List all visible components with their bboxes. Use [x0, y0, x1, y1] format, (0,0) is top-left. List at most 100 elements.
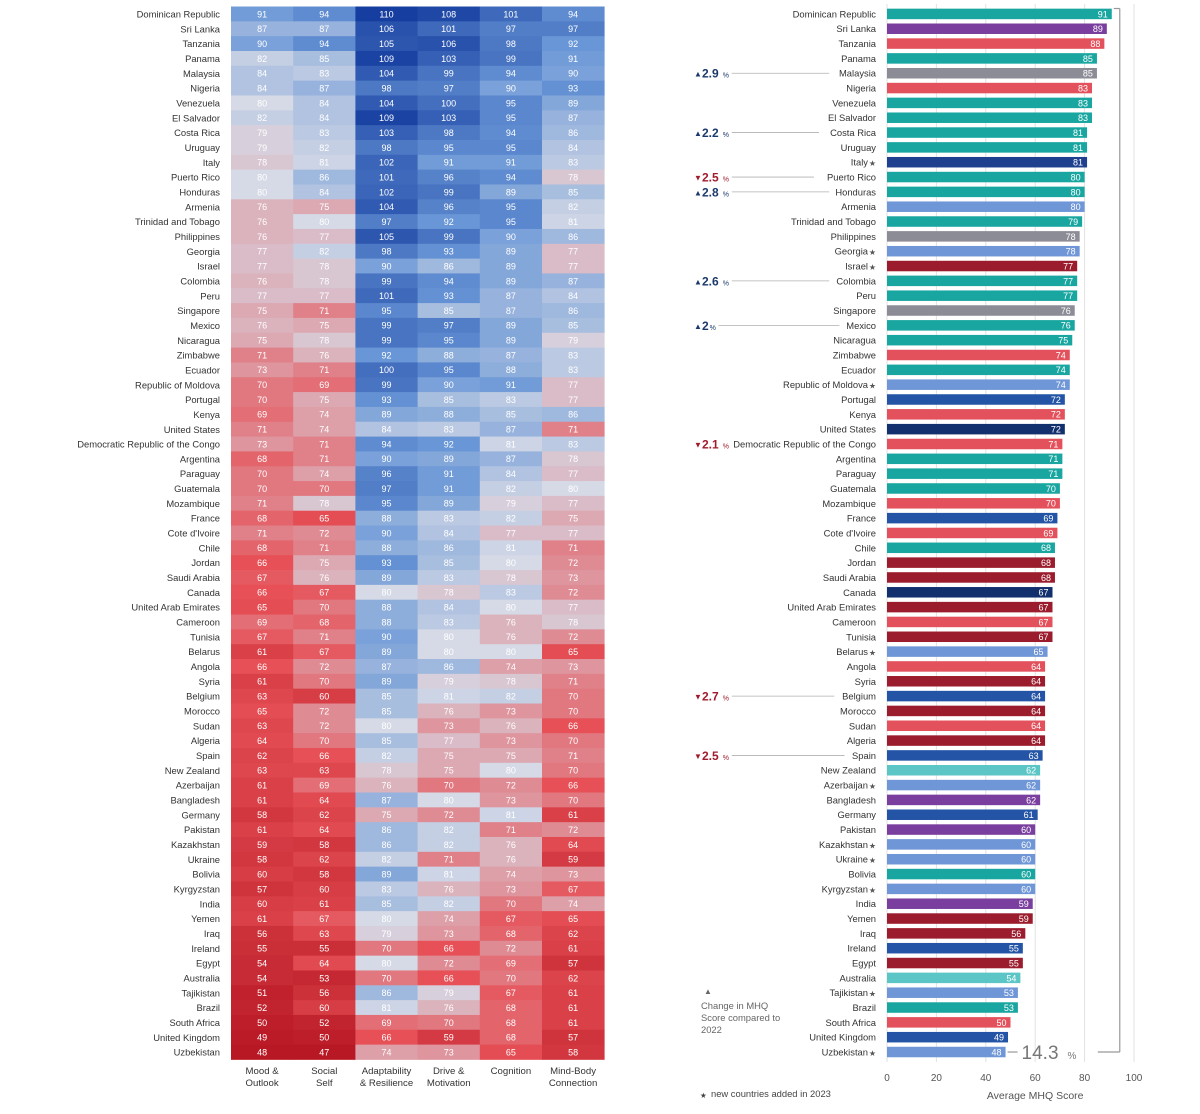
heatmap-cell-value: 66 — [444, 944, 454, 954]
heatmap-cell — [355, 288, 418, 304]
heatmap-cell-value: 89 — [506, 321, 516, 331]
bar — [887, 957, 1023, 969]
heatmap-cell-value: 88 — [381, 617, 391, 627]
heatmap-cell — [293, 673, 356, 690]
heatmap-cell-value: 71 — [257, 528, 267, 538]
heatmap-cell-value: 73 — [506, 706, 516, 716]
bar-value-label: 91 — [1098, 9, 1108, 19]
heatmap-cell-value: 101 — [379, 172, 394, 182]
bar — [887, 616, 1053, 628]
heatmap-cell — [479, 1029, 543, 1045]
heatmap-cell-value: 104 — [379, 98, 394, 108]
heatmap-cell — [417, 822, 481, 838]
heatmap-cell — [293, 199, 356, 215]
heatmap-cell — [417, 377, 481, 393]
heatmap-cell-value: 68 — [257, 454, 267, 464]
heatmap-cell-value: 73 — [568, 573, 578, 583]
heatmap-cell — [479, 510, 543, 526]
heatmap-row-label: El Salvador — [172, 112, 220, 123]
heatmap-cell — [355, 570, 418, 586]
heatmap-cell — [479, 866, 543, 882]
bar-category-label: Ireland — [847, 943, 876, 954]
heatmap-cell — [417, 673, 481, 690]
new-country-star: ★ — [869, 782, 876, 791]
heatmap-cell — [479, 703, 543, 719]
bar-category-label: Argentina — [836, 453, 877, 464]
heatmap-cell — [417, 436, 481, 452]
heatmap-cell — [479, 273, 543, 289]
bar — [887, 38, 1105, 49]
heatmap-cell — [293, 970, 356, 986]
change-value: 2.5 — [702, 749, 719, 763]
bar-value-label: 81 — [1073, 128, 1083, 138]
bar-value-label: 63 — [1029, 751, 1039, 761]
heatmap-cell — [542, 911, 605, 927]
bar-value-label: 68 — [1041, 573, 1051, 583]
bar-value-label: 60 — [1021, 825, 1031, 835]
heatmap-cell-value: 94 — [319, 39, 329, 49]
heatmap-cell-value: 102 — [379, 187, 394, 197]
heatmap-column-label: Drive & Motivation — [427, 1066, 471, 1089]
up-arrow-icon: ▲ — [694, 129, 702, 138]
heatmap-cell-value: 74 — [506, 662, 516, 672]
heatmap-cell-value: 82 — [568, 202, 578, 212]
heatmap-cell — [355, 792, 418, 808]
heatmap-cell-value: 77 — [568, 261, 578, 271]
heatmap-cell — [293, 629, 356, 645]
heatmap-cell — [231, 21, 294, 37]
heatmap-cell — [542, 169, 605, 185]
heatmap-cell-value: 58 — [319, 840, 329, 850]
heatmap-cell-value: 70 — [257, 380, 267, 390]
heatmap-cell — [293, 570, 356, 586]
heatmap-cell-value: 52 — [319, 1018, 329, 1028]
bar-value-label: 64 — [1031, 691, 1041, 701]
heatmap-cell — [479, 985, 543, 1001]
heatmap-cell — [542, 65, 605, 82]
heatmap-cell-value: 73 — [568, 869, 578, 879]
heatmap-cell-value: 83 — [319, 69, 329, 79]
heatmap-row-label: Brazil — [197, 1002, 220, 1013]
heatmap-cell — [231, 718, 294, 734]
heatmap-cell-value: 90 — [381, 632, 391, 642]
heatmap-cell — [231, 80, 294, 96]
heatmap-cell — [417, 911, 481, 927]
heatmap-cell — [479, 555, 543, 571]
heatmap-cell — [293, 777, 356, 793]
heatmap-cell — [417, 110, 481, 126]
heatmap-cell-value: 89 — [568, 98, 578, 108]
heatmap-row-label: Sri Lanka — [180, 23, 220, 34]
heatmap-cell-value: 73 — [444, 721, 454, 731]
heatmap-cell — [293, 80, 356, 96]
heatmap-cell — [542, 851, 605, 868]
heatmap-cell — [542, 540, 605, 556]
heatmap-cell-value: 60 — [257, 869, 267, 879]
heatmap-cell — [479, 925, 543, 942]
heatmap-cell — [417, 392, 481, 408]
heatmap-cell-value: 97 — [381, 217, 391, 227]
heatmap-cell-value: 63 — [257, 721, 267, 731]
bar — [887, 527, 1058, 539]
heatmap-cell-value: 98 — [381, 143, 391, 153]
heatmap-cell-value: 85 — [444, 558, 454, 568]
new-country-star: ★ — [869, 263, 876, 272]
bar-value-label: 77 — [1063, 276, 1073, 286]
heatmap-cell — [231, 50, 294, 67]
heatmap-row-label: Egypt — [196, 958, 220, 969]
bar-value-label: 50 — [996, 1018, 1006, 1028]
heatmap-cell — [231, 125, 294, 141]
heatmap-cell-value: 95 — [381, 306, 391, 316]
heatmap-cell-value: 85 — [381, 691, 391, 701]
heatmap-row-label: United Arab Emirates — [131, 602, 220, 613]
bar-value-label: 53 — [1004, 988, 1014, 998]
heatmap-cell — [231, 970, 294, 986]
heatmap-cell — [542, 614, 605, 630]
heatmap-cell-value: 76 — [444, 1003, 454, 1013]
heatmap-cell — [542, 332, 605, 348]
heatmap-cell-value: 101 — [441, 24, 456, 34]
heatmap-cell-value: 99 — [381, 321, 391, 331]
heatmap-cell — [417, 792, 481, 808]
heatmap-cell-value: 93 — [381, 558, 391, 568]
heatmap-cell — [355, 896, 418, 912]
heatmap-cell — [542, 970, 605, 986]
heatmap-row-label: Italy — [203, 157, 221, 168]
